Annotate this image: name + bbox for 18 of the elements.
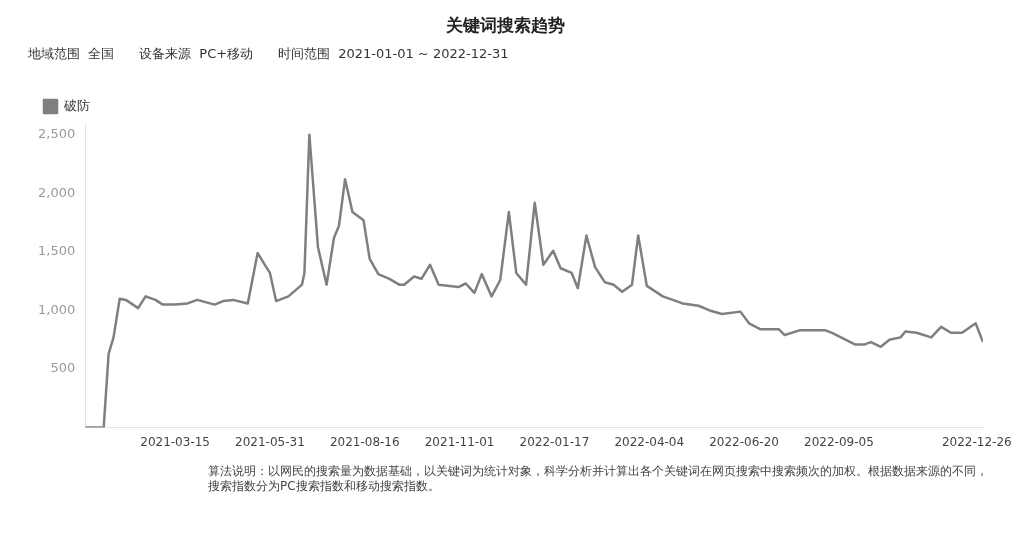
x-tick-label: 2021-05-31	[235, 434, 305, 449]
chart-subtitle: 地域范围 全国 设备来源 PC+移动 时间范围 2021-01-01 ~ 2022-12-31	[27, 45, 509, 61]
x-tick-label: 2022-12-26	[941, 434, 1012, 449]
y-tick-label: 1,500	[38, 243, 76, 259]
y-tick-label: 500	[50, 360, 76, 376]
y-tick-label: 2,000	[38, 184, 76, 200]
x-tick-label: 2022-04-04	[614, 434, 685, 449]
y-tick-label: 1,000	[38, 301, 76, 317]
x-tick-label: 2021-08-16	[329, 434, 400, 449]
y-tick-label: 2,500	[38, 126, 76, 142]
legend-label: 破防	[62, 97, 90, 113]
chart-title: 关键词搜索趋势	[445, 14, 565, 35]
x-tick-label: 2022-06-20	[709, 434, 779, 449]
x-tick-label: 2021-11-01	[424, 434, 495, 449]
text: 算法说明：以网民的搜索量为数据基础，以关键词为统计对象，科学分析并计算出各个关键词在网页搜索中搜索频次的加权。根据数据来源的不同，搜索指数分为PC搜索指数和移动搜索指数。	[208, 464, 988, 494]
x-tick-label: 2022-01-17	[519, 434, 590, 449]
x-tick-label: 2021-03-15	[140, 434, 210, 449]
x-tick-label: 2022-09-05	[804, 434, 874, 449]
